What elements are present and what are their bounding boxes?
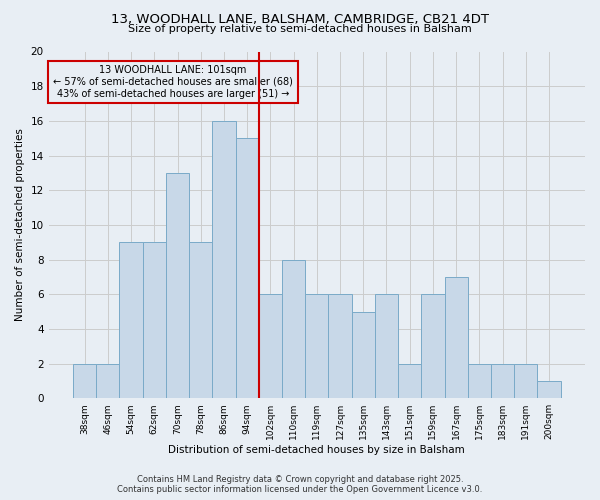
Text: 13, WOODHALL LANE, BALSHAM, CAMBRIDGE, CB21 4DT: 13, WOODHALL LANE, BALSHAM, CAMBRIDGE, C…: [111, 12, 489, 26]
Bar: [514, 364, 538, 398]
Bar: [189, 242, 212, 398]
Bar: [236, 138, 259, 398]
Bar: [212, 121, 236, 398]
Bar: [73, 364, 96, 398]
Bar: [305, 294, 328, 398]
Bar: [398, 364, 421, 398]
Bar: [166, 173, 189, 398]
Text: Size of property relative to semi-detached houses in Balsham: Size of property relative to semi-detach…: [128, 24, 472, 34]
Bar: [445, 277, 468, 398]
Bar: [421, 294, 445, 398]
Bar: [143, 242, 166, 398]
Bar: [282, 260, 305, 398]
Y-axis label: Number of semi-detached properties: Number of semi-detached properties: [15, 128, 25, 322]
Bar: [491, 364, 514, 398]
Bar: [375, 294, 398, 398]
Bar: [538, 381, 560, 398]
Bar: [328, 294, 352, 398]
X-axis label: Distribution of semi-detached houses by size in Balsham: Distribution of semi-detached houses by …: [169, 445, 465, 455]
Text: 13 WOODHALL LANE: 101sqm
← 57% of semi-detached houses are smaller (68)
43% of s: 13 WOODHALL LANE: 101sqm ← 57% of semi-d…: [53, 66, 293, 98]
Bar: [468, 364, 491, 398]
Bar: [119, 242, 143, 398]
Bar: [259, 294, 282, 398]
Bar: [352, 312, 375, 398]
Text: Contains HM Land Registry data © Crown copyright and database right 2025.
Contai: Contains HM Land Registry data © Crown c…: [118, 474, 482, 494]
Bar: [96, 364, 119, 398]
